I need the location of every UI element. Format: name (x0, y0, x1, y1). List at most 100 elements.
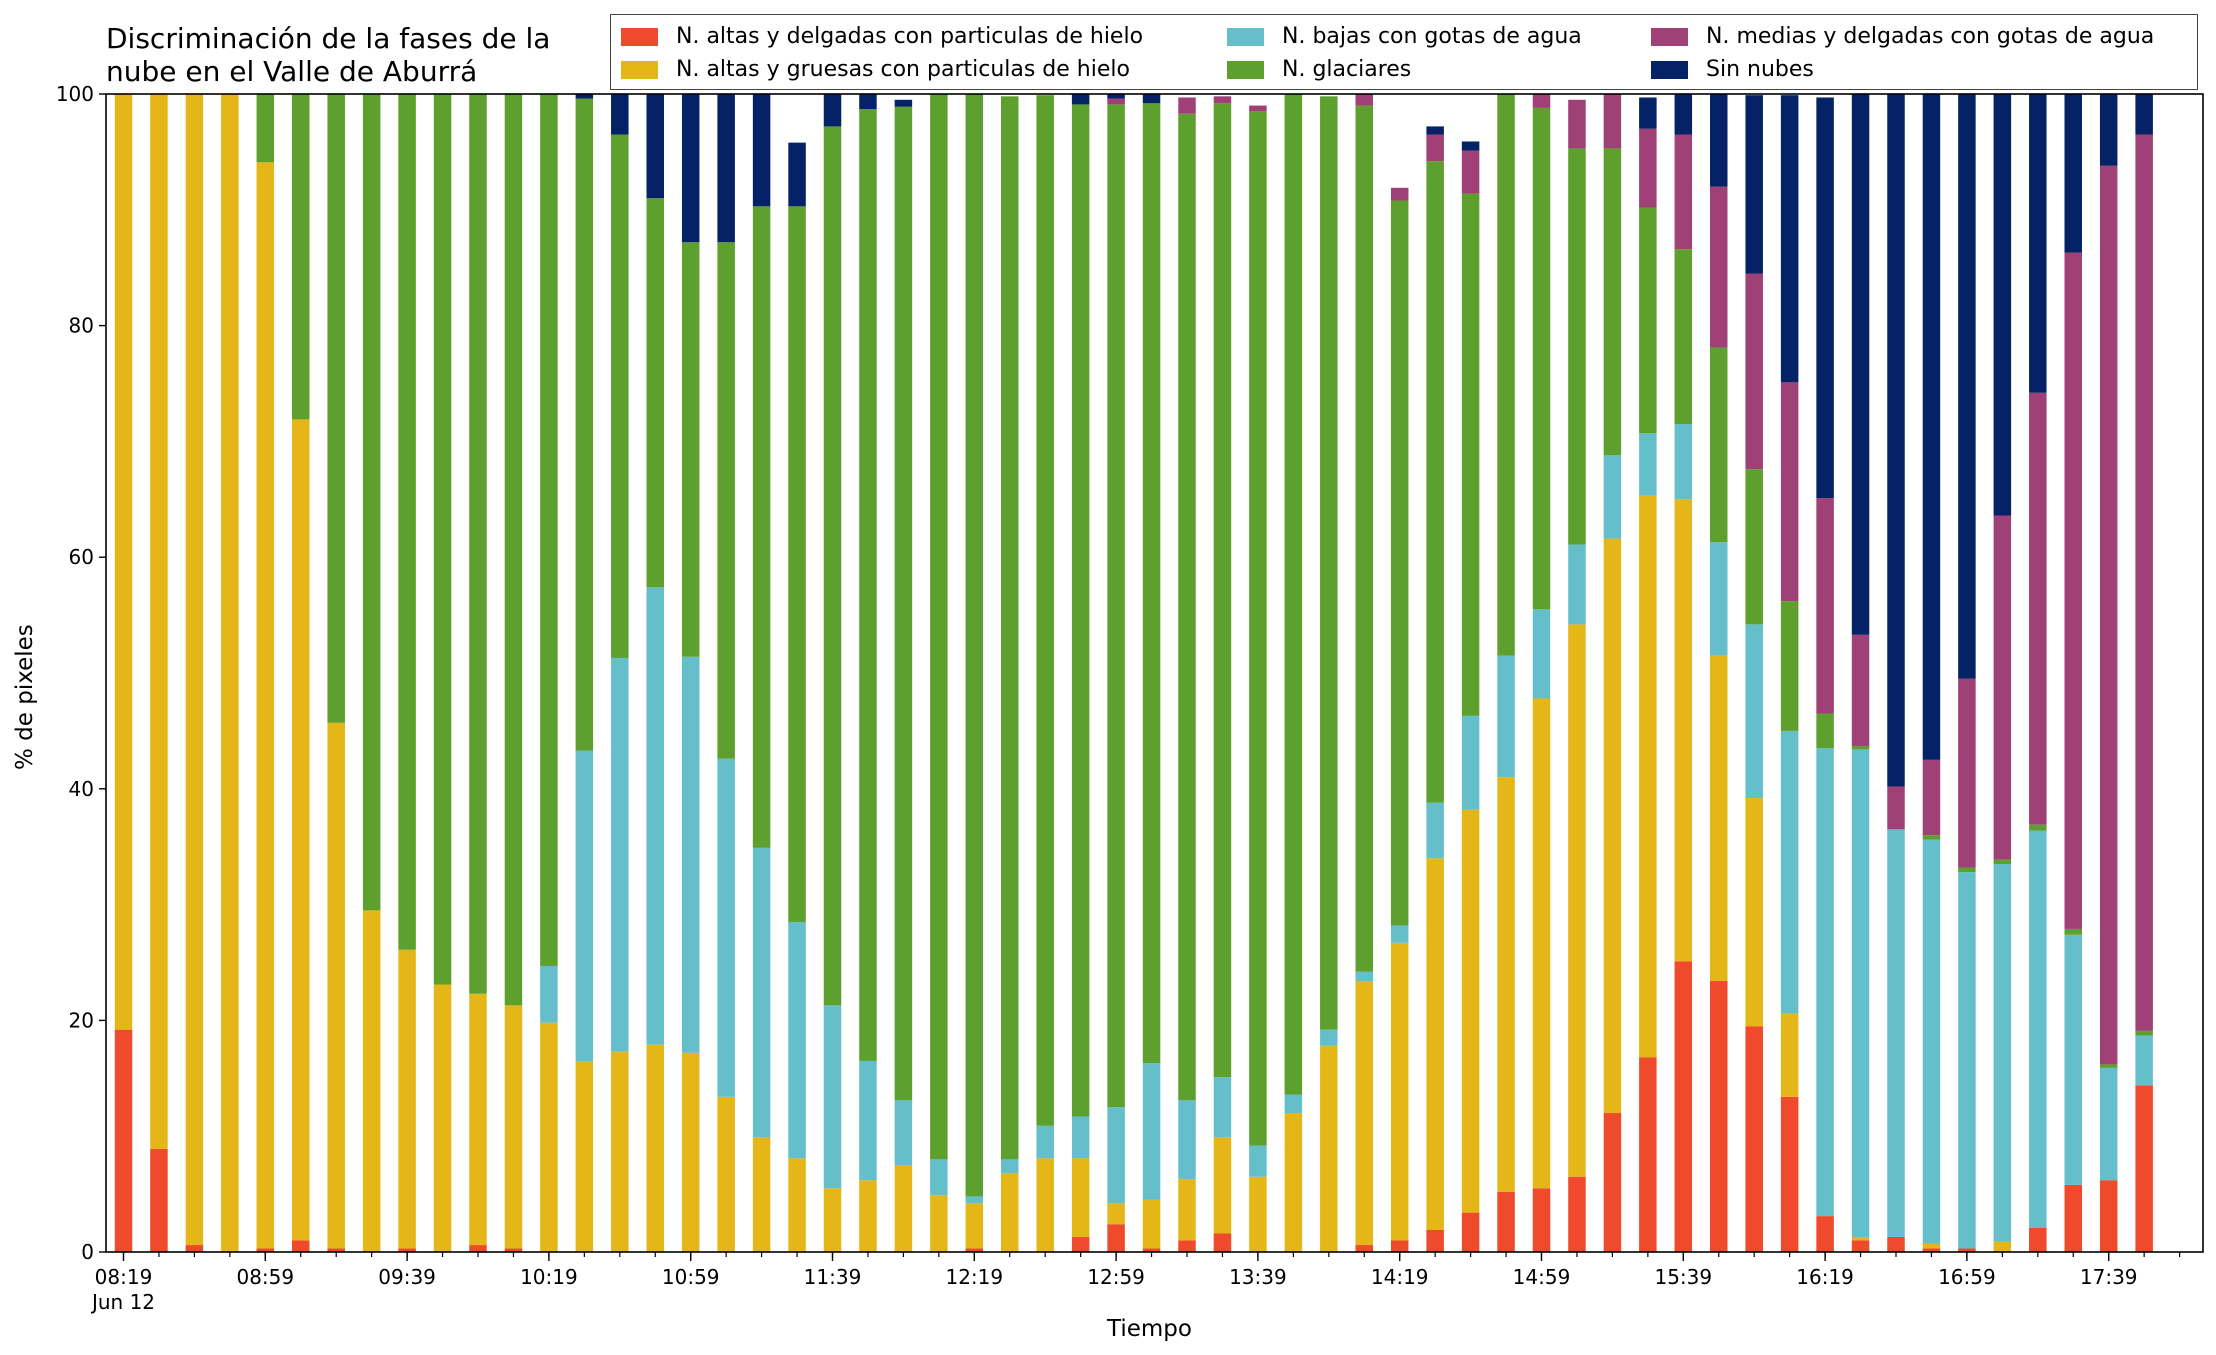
bar-segment (752, 206, 771, 848)
bar-segment (1178, 1240, 1196, 1252)
bar-segment (1816, 713, 1834, 749)
bar-segment (681, 656, 700, 1053)
legend-item-altas-gruesas: N. altas y gruesas con particulas de hie… (621, 53, 1227, 86)
bar-segment (1780, 382, 1799, 602)
bar-segment (150, 1148, 168, 1252)
bar-segment (965, 1203, 984, 1249)
bar-segment (1213, 1137, 1232, 1234)
bar-segment (1710, 542, 1728, 656)
bar-segment (823, 126, 842, 1006)
bar-segment (1993, 859, 2012, 865)
bar-segment (611, 657, 629, 1052)
bar-segment (1816, 498, 1834, 714)
legend-label: N. altas y gruesas con particulas de hie… (676, 57, 1130, 82)
bar-segment (1142, 1248, 1161, 1252)
bar-segment (681, 242, 700, 657)
bar-segment (1497, 94, 1515, 656)
bar-segment (1745, 469, 1763, 625)
bar-segment (1426, 858, 1444, 1230)
bar-segment (1851, 634, 1870, 746)
bar-segment (1142, 103, 1161, 1064)
x-tick-label: 12:59 (1087, 1265, 1145, 1289)
bar-segment (1461, 141, 1480, 151)
x-tick-label: 14:59 (1513, 1265, 1571, 1289)
bar-segment (788, 921, 806, 1159)
bar-segment (646, 587, 664, 1045)
bar-segment (859, 109, 877, 1061)
bar-segment (1461, 809, 1480, 1213)
bar-segment (1958, 678, 1976, 868)
chart-title-line-1: Discriminación de la fases de la (106, 22, 551, 55)
bar-segment (1178, 113, 1196, 1101)
bar-segment (1780, 601, 1799, 731)
bar-segment (1071, 104, 1090, 1117)
bar-segment (823, 94, 842, 127)
x-tick-label: 13:39 (1229, 1265, 1287, 1289)
bar-segment (788, 142, 806, 207)
bar-segment (1355, 971, 1373, 982)
bar-segment (1426, 126, 1444, 135)
x-tick-label: 15:39 (1654, 1265, 1712, 1289)
bar-segment (1355, 94, 1373, 106)
x-tick-label: 10:59 (662, 1265, 720, 1289)
bar-segment (575, 94, 594, 99)
bar-segment (717, 758, 735, 1097)
legend-label: Sin nubes (1706, 57, 1814, 82)
bar-segment (717, 94, 735, 243)
bar-segment (1426, 134, 1444, 162)
bar-segment (469, 94, 487, 994)
bar-segment (2029, 392, 2047, 825)
bar-segment (292, 419, 310, 1241)
bar-segment (1710, 347, 1728, 543)
bar-segment (1674, 499, 1693, 962)
bar-segment (1178, 97, 1196, 114)
bar-segment (1390, 187, 1409, 201)
bar-segment (575, 98, 594, 751)
bar-segment (681, 94, 700, 243)
legend-swatch (1227, 60, 1264, 79)
x-tick-label: 12:19 (945, 1265, 1003, 1289)
bar-segment (752, 1137, 771, 1252)
bar-segment (1922, 94, 1941, 760)
bar-segment (1887, 94, 1905, 787)
bar-segment (1710, 94, 1728, 187)
bar-segment (1745, 95, 1763, 274)
legend-label: N. altas y delgadas con particulas de hi… (676, 24, 1144, 49)
bar-segment (681, 1052, 700, 1252)
bar-segment (2029, 94, 2047, 393)
bar-segment (1816, 1216, 1834, 1252)
bar-segment (1780, 730, 1799, 1014)
bar-segment (1284, 94, 1303, 1095)
bar-segment (1603, 94, 1622, 149)
bar-segment (788, 1158, 806, 1252)
x-tick-label: 09:39 (378, 1265, 436, 1289)
bar-segment (1213, 1233, 1232, 1252)
bar-segment (1922, 1248, 1941, 1252)
y-tick-label: 60 (69, 545, 94, 569)
bar-segment (1710, 655, 1728, 982)
bar-segment (221, 94, 239, 1252)
bar-segment (2099, 94, 2118, 166)
bar-segment (1532, 1188, 1551, 1252)
bar-segment (1390, 1240, 1409, 1252)
bar-segment (717, 1096, 735, 1252)
bar-segment (1532, 94, 1551, 108)
bar-segment (1958, 1248, 1976, 1252)
bar-segment (469, 993, 487, 1246)
bar-segment (292, 94, 310, 420)
bar-segment (1532, 609, 1551, 699)
bar-segment (1710, 981, 1728, 1252)
legend-swatch (621, 60, 658, 79)
bar-segment (1071, 94, 1090, 105)
bar-segment (398, 949, 416, 1249)
bar-segment (1426, 1230, 1444, 1252)
bar-segment (1745, 798, 1763, 1027)
legend-swatch (621, 27, 658, 46)
bar-segment (752, 847, 771, 1138)
bar-segment (1922, 839, 1941, 1244)
bar-segment (2029, 1227, 2047, 1252)
legend-item-altas-delgadas: N. altas y delgadas con particulas de hi… (621, 20, 1227, 53)
bar-segment (1568, 624, 1586, 1177)
